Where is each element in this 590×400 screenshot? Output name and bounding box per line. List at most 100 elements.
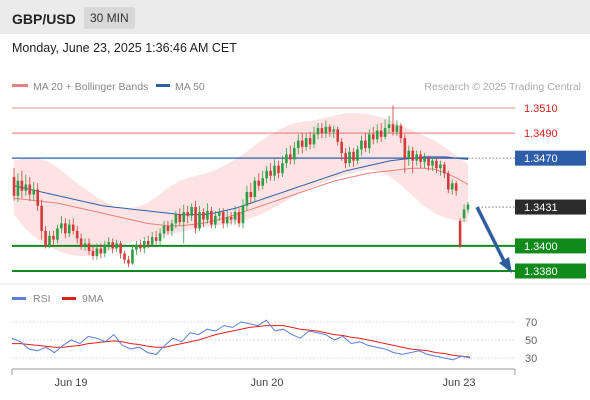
candle-body [407, 150, 411, 159]
candle-body [162, 225, 166, 234]
candle-body [419, 154, 422, 162]
candle-body [273, 165, 276, 176]
candle-body [431, 160, 434, 166]
level-label-1.3470: 1.3470 [524, 153, 558, 165]
candle-body [83, 243, 87, 246]
candle-body [178, 214, 182, 223]
candle-body [91, 250, 95, 256]
candle-body [368, 134, 371, 149]
level-label-1.3431: 1.3431 [524, 202, 558, 214]
ma50-legend-swatch [156, 84, 170, 87]
candle-body [261, 178, 265, 186]
bollinger-bands [14, 113, 468, 256]
candle-body [308, 138, 312, 145]
forecast-arrow-head [499, 257, 512, 273]
forecast-arrow [475, 206, 512, 273]
candle-body [312, 134, 316, 145]
rsi-tick-70: 70 [525, 317, 537, 329]
candle-body [210, 210, 213, 225]
candle-body [241, 205, 245, 224]
candle-body [48, 235, 51, 246]
candle-body [336, 129, 340, 142]
candle-body [127, 259, 130, 264]
candle-body [71, 224, 75, 231]
ma20-legend-label: MA 20 + Bollinger Bands [33, 81, 148, 93]
candle-body [217, 212, 221, 216]
candle-body [229, 217, 233, 220]
candle-body [320, 128, 324, 134]
level-label-1.3490: 1.3490 [524, 128, 558, 140]
candle-body [24, 184, 28, 191]
candle-body [395, 125, 399, 132]
x-label-jun23: Jun 23 [442, 377, 475, 389]
candle-body [387, 124, 391, 129]
forecast-arrow-shaft [475, 206, 507, 264]
candle-body [158, 233, 162, 241]
candle-body [328, 126, 332, 132]
candle-body [87, 243, 91, 251]
ma50-line [13, 156, 469, 216]
rsi-legend-swatch [12, 297, 26, 300]
candle-body [371, 134, 375, 140]
candle-body [289, 154, 292, 160]
candle-body [103, 244, 107, 254]
ma20-legend-swatch [12, 84, 28, 87]
candle-body [150, 237, 154, 245]
rsi-ma-legend-swatch [62, 297, 76, 300]
candle-body [269, 170, 272, 176]
candle-body [233, 212, 237, 220]
candle-body [443, 164, 446, 174]
candle-body [12, 176, 16, 196]
level-labels: 1.3510 1.3490 1.3470 1.3431 1.3400 1.3380 [515, 103, 586, 279]
rsi-tick-50: 50 [525, 335, 537, 347]
candle-body [123, 253, 126, 260]
candle-body [119, 243, 122, 254]
candle-body [324, 126, 328, 134]
candle-body [304, 138, 308, 147]
candle-body [454, 183, 458, 191]
level-label-1.3380: 1.3380 [524, 266, 558, 278]
candle-body [32, 189, 36, 195]
candle-body [60, 223, 63, 229]
symbol-label: GBP/USD [12, 11, 76, 27]
candle-body [214, 215, 217, 225]
rsi-line [11, 319, 471, 361]
candle-body [225, 217, 229, 224]
candle-body [415, 154, 418, 161]
candle-body [253, 180, 257, 198]
candle-body [344, 153, 347, 164]
candle-body [458, 220, 462, 246]
level-tag-1.3400 [515, 238, 586, 254]
candle-body [265, 170, 268, 179]
rsi-legend-label: RSI [33, 293, 51, 305]
bollinger-fill [14, 113, 468, 256]
candle-body [75, 230, 79, 239]
level-tag-1.3470 [515, 150, 586, 166]
candle-body [411, 150, 415, 161]
candle-body [379, 130, 383, 137]
ma20-line [13, 167, 469, 227]
candle-body [245, 192, 249, 206]
candle-body [257, 180, 261, 186]
candle-body [356, 149, 359, 161]
rsi-pane: 70 50 30 [11, 317, 537, 365]
candle-body [277, 165, 280, 174]
candle-body [399, 125, 403, 139]
ma50-legend-label: MA 50 [175, 81, 205, 93]
credit-label: Research © 2025 Trading Central [424, 81, 581, 93]
candle-body [202, 212, 205, 220]
timestamp: Monday, June 23, 2025 1:36:46 AM CET [12, 41, 237, 55]
candle-body [166, 225, 170, 231]
level-label-1.3400: 1.3400 [524, 241, 558, 253]
candle-body [446, 173, 450, 190]
timeframe-badge[interactable]: 30 MIN [84, 7, 135, 29]
candle-body [146, 240, 150, 245]
candle-body [142, 240, 146, 249]
candle-body [316, 128, 320, 135]
candle-body [462, 209, 466, 219]
candle-body [52, 235, 55, 240]
candle-body [135, 244, 138, 250]
rsi-tick-30: 30 [525, 353, 537, 365]
candle-body [36, 189, 39, 206]
